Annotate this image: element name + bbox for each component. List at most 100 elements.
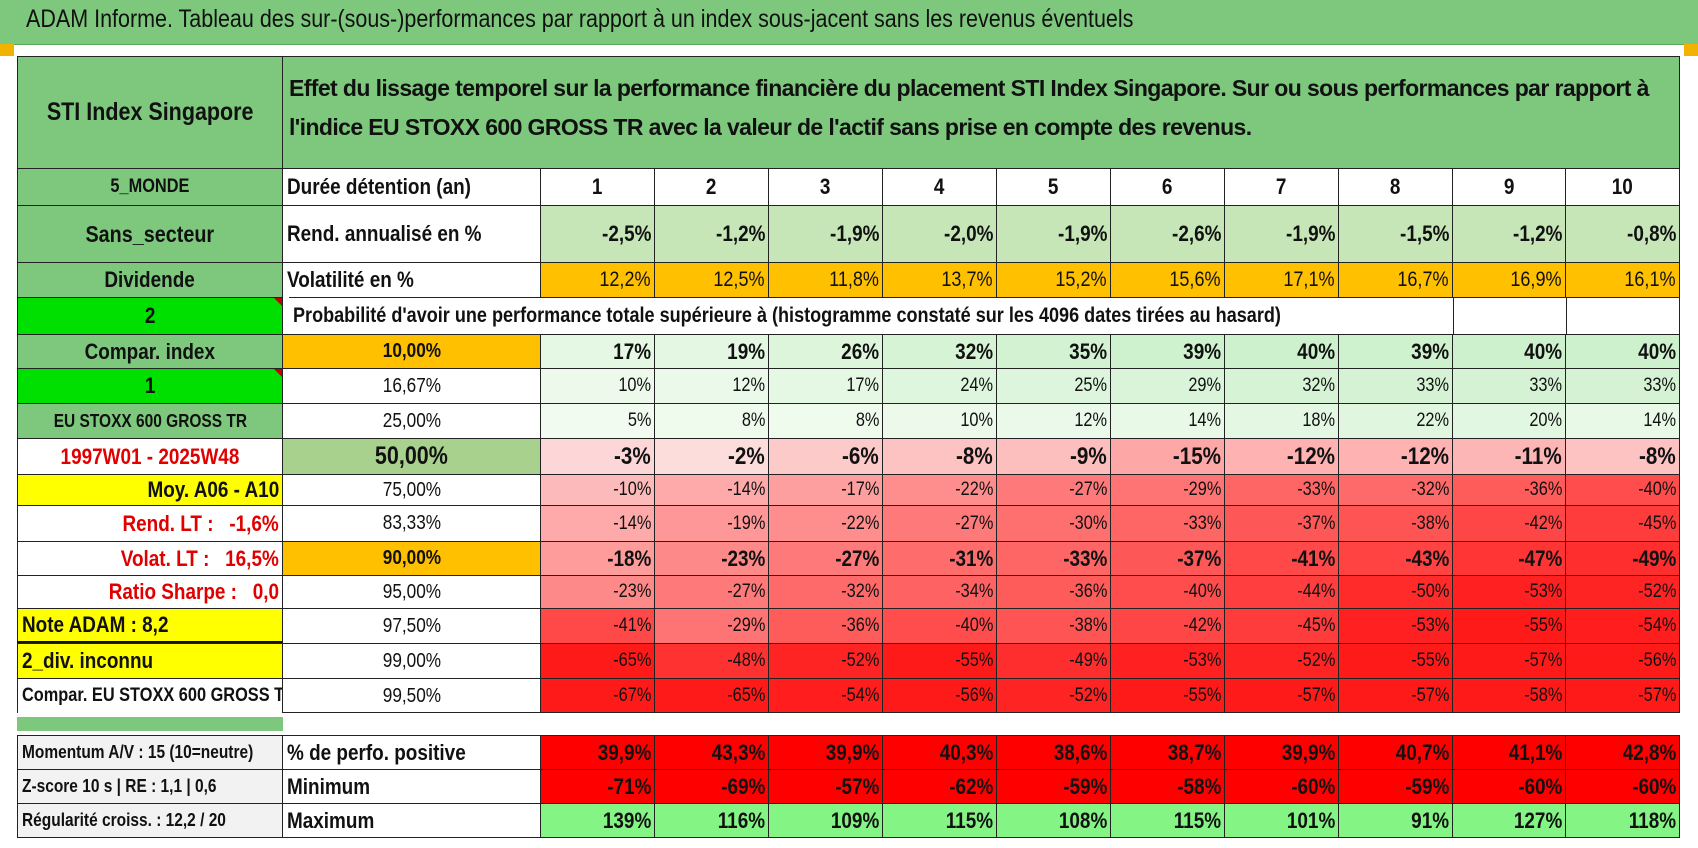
year-header: 9: [1453, 168, 1566, 205]
quantile-label: 97,50%: [283, 608, 541, 643]
long-term-return-label: Rend. LT :: [122, 510, 214, 536]
quantile-value: -40%: [1111, 575, 1225, 608]
quantile-value: -50%: [1339, 575, 1453, 608]
quantile-value: -41%: [1225, 541, 1339, 575]
quantile-value-text: 8%: [741, 410, 765, 431]
quantile-value: -43%: [1339, 541, 1453, 575]
volatility-value: 15,2%: [997, 262, 1111, 297]
positive-perf-value-text: 38,6%: [1053, 739, 1107, 765]
compare-index-label: Compar. index: [17, 334, 283, 368]
table-rule: [283, 712, 541, 713]
quantile-value-text: 24%: [960, 375, 993, 396]
quantile-value: 32%: [883, 334, 997, 368]
quantile-value: 10%: [883, 403, 997, 438]
quantile-value: 17%: [769, 368, 883, 403]
quantile-value: -56%: [883, 678, 997, 713]
long-term-return: Rend. LT : -1,6%: [17, 505, 283, 541]
quantile-value-text: -32%: [1410, 479, 1449, 500]
quantile-value-text: 17%: [846, 375, 879, 396]
quantile-value: -42%: [1453, 505, 1566, 541]
quantile-value: -30%: [997, 505, 1111, 541]
maximum-value: 115%: [883, 803, 997, 838]
volatility-value: 16,9%: [1453, 262, 1566, 297]
quantile-value-text: -29%: [726, 615, 765, 636]
quantile-value-text: -40%: [1637, 479, 1676, 500]
positive-perf-label-text: % de perfo. positive: [287, 739, 466, 765]
quantile-value-text: -44%: [1296, 581, 1335, 602]
empty-cell: [1453, 297, 1566, 334]
positive-perf-value: 38,7%: [1111, 735, 1225, 769]
annual-return-value: -1,9%: [769, 205, 883, 262]
quantile-value-text: -11%: [1514, 442, 1562, 470]
quantile-label-text: 25,00%: [382, 409, 441, 432]
quantile-value: -54%: [769, 678, 883, 713]
quantile-value: -55%: [1453, 608, 1566, 643]
quantile-value: 12%: [655, 368, 769, 403]
quantile-value: -40%: [883, 608, 997, 643]
quantile-value: -9%: [997, 438, 1111, 474]
quantile-value-text: -31%: [948, 545, 993, 571]
maximum-value: 139%: [541, 803, 655, 838]
positive-perf-value: 41,1%: [1453, 735, 1566, 769]
quantile-value: -38%: [1339, 505, 1453, 541]
volatility-label-text: Volatilité en %: [287, 267, 414, 292]
quantile-value-text: 33%: [1416, 375, 1449, 396]
quantile-value: 29%: [1111, 368, 1225, 403]
minimum-value: -59%: [1339, 769, 1453, 803]
positive-perf-value-text: 39,9%: [825, 739, 879, 765]
quantile-value: 33%: [1339, 368, 1453, 403]
annual-return-value: -1,5%: [1339, 205, 1453, 262]
positive-perf-value: 39,9%: [1225, 735, 1339, 769]
quantile-value: 18%: [1225, 403, 1339, 438]
quantile-value-text: 14%: [1643, 410, 1676, 431]
quantile-value-text: -33%: [1182, 512, 1221, 534]
quantile-value: 12%: [997, 403, 1111, 438]
minimum-value: -59%: [997, 769, 1111, 803]
quantile-value-text: -22%: [954, 479, 993, 500]
volatility-value: 17,1%: [1225, 262, 1339, 297]
quantile-value-text: 22%: [1416, 410, 1449, 431]
quantile-value-text: -14%: [612, 512, 651, 534]
maximum-value-text: 115%: [945, 807, 993, 833]
positive-perf-value-text: 43,3%: [711, 739, 765, 765]
year-header-text: 9: [1503, 174, 1515, 199]
quantile-value-text: -50%: [1410, 581, 1449, 602]
positive-perf-value-text: 42,8%: [1622, 739, 1676, 765]
quantile-value: -10%: [541, 474, 655, 505]
quantile-label: 75,00%: [283, 474, 541, 505]
maximum-value-text: 101%: [1286, 807, 1335, 833]
quantile-value: -67%: [541, 678, 655, 713]
quantile-value: -45%: [1566, 505, 1680, 541]
year-header: 10: [1566, 168, 1680, 205]
quantile-value-text: -8%: [1639, 442, 1676, 470]
quantile-value-text: -27%: [726, 581, 765, 602]
quantile-value: -52%: [1566, 575, 1680, 608]
positive-perf-value: 43,3%: [655, 735, 769, 769]
quantile-value: 25%: [997, 368, 1111, 403]
quantile-label: 99,50%: [283, 678, 541, 713]
quantile-value-text: 17%: [613, 338, 651, 364]
quantile-value: -2%: [655, 438, 769, 474]
index-selector-text: 1: [144, 373, 156, 398]
quantile-value: -36%: [769, 608, 883, 643]
quantile-value-text: -56%: [954, 684, 993, 706]
quantile-value: -65%: [655, 678, 769, 713]
maximum-value-text: 118%: [1628, 807, 1676, 833]
quantile-value-text: 39%: [1183, 338, 1221, 364]
annual-return-value-text: -2,0%: [943, 221, 993, 246]
positive-perf-value: 38,6%: [997, 735, 1111, 769]
year-header: 2: [655, 168, 769, 205]
quantile-value-text: -12%: [1286, 442, 1335, 470]
quantile-label: 16,67%: [283, 368, 541, 403]
quantile-label: 10,00%: [283, 334, 541, 368]
quantile-value: -8%: [883, 438, 997, 474]
quantile-value-text: -52%: [840, 650, 879, 671]
annual-return-value-text: -2,6%: [1171, 221, 1221, 246]
quantile-value-text: 32%: [1302, 375, 1335, 396]
quantile-value-text: -19%: [726, 512, 765, 534]
annual-return-value: -2,6%: [1111, 205, 1225, 262]
quantile-value-text: -36%: [1068, 581, 1107, 602]
comparison-label: Compar. EU STOXX 600 GROSS TR: [17, 678, 283, 713]
maximum-value: 118%: [1566, 803, 1680, 838]
quantile-label: 90,00%: [283, 541, 541, 575]
